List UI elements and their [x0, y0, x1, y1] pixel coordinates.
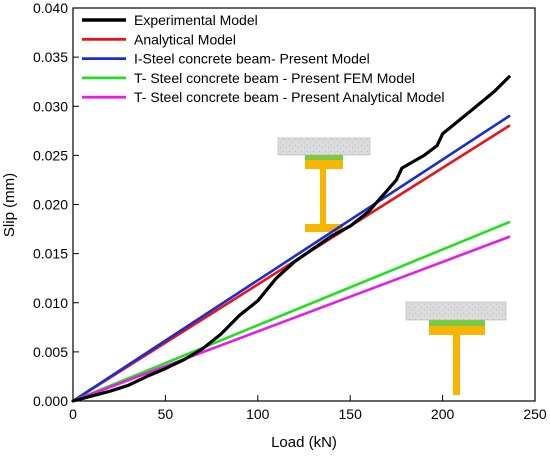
t-beam-concrete-slab	[405, 301, 507, 321]
series-layer	[71, 75, 511, 403]
series-line-4	[71, 235, 511, 403]
x-tick-label: 150	[339, 406, 363, 422]
x-axis-label: Load (kN)	[271, 434, 337, 451]
legend: Experimental Model Analytical Model I-Stee…	[82, 12, 444, 105]
i-beam-concrete-slab	[277, 137, 371, 156]
legend-label-0: Experimental Model	[134, 12, 258, 28]
x-tick-label: 250	[523, 406, 547, 422]
i-beam-top-plate	[305, 155, 343, 160]
x-tick-label: 50	[158, 406, 174, 422]
x-tick-label: 200	[431, 406, 455, 422]
y-tick-label: 0.015	[33, 246, 68, 262]
y-tick-label: 0.000	[33, 393, 68, 409]
y-tick-label: 0.035	[33, 49, 68, 65]
series-line-2	[71, 114, 511, 403]
t-beam-top-plate	[429, 320, 485, 326]
legend-label-4: T- Steel concrete beam - Present Analyti…	[134, 89, 444, 105]
i-beam-web	[320, 169, 326, 224]
y-tick-label: 0.030	[33, 98, 68, 114]
i-beam-bottom-flange	[305, 224, 343, 232]
i-beam-top-flange	[305, 160, 343, 169]
legend-label-2: I-Steel concrete beam- Present Model	[134, 51, 370, 67]
i-beam-illustration	[277, 137, 371, 232]
y-tick-label: 0.025	[33, 147, 68, 163]
y-tick-label: 0.005	[33, 344, 68, 360]
legend-label-3: T- Steel concrete beam - Present FEM Mod…	[134, 70, 415, 86]
y-tick-label: 0.040	[33, 0, 68, 16]
y-axis-label: Slip (mm)	[1, 173, 18, 237]
x-tick-label: 0	[69, 406, 77, 422]
t-beam-web	[453, 335, 460, 395]
y-tick-label: 0.010	[33, 295, 68, 311]
t-beam-illustration	[405, 301, 507, 395]
x-axis: 0 50 100 150 200 250	[69, 395, 547, 422]
plot-frame	[72, 7, 536, 402]
legend-label-1: Analytical Model	[134, 31, 236, 47]
x-tick-label: 100	[246, 406, 270, 422]
series-line-3	[71, 220, 511, 403]
y-tick-label: 0.020	[33, 197, 68, 213]
t-beam-flange	[429, 326, 485, 335]
series-line-0	[71, 75, 511, 403]
y-axis: 0.000 0.005 0.010 0.015 0.020 0.025 0.030 0.035…	[33, 0, 79, 409]
